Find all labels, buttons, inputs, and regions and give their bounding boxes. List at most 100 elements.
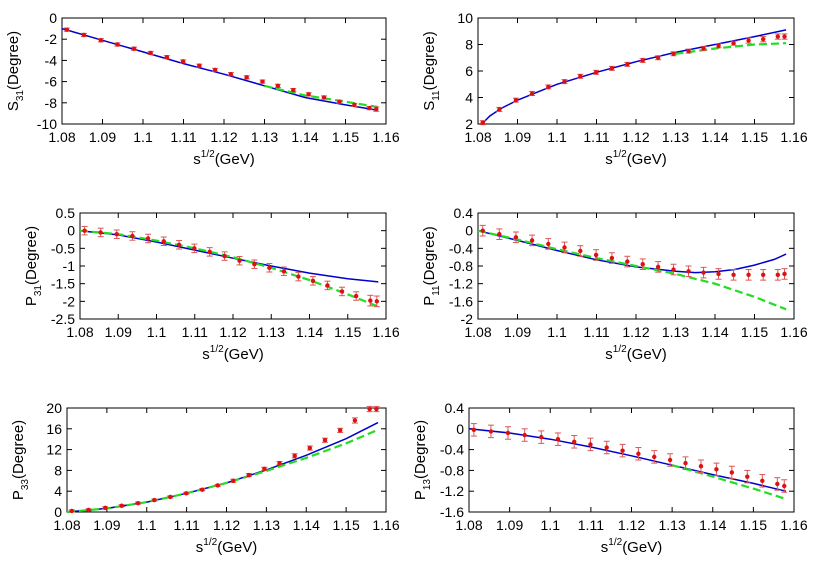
data-point: [609, 66, 615, 71]
data-point: [353, 293, 359, 299]
y-tick-label: 0: [465, 223, 473, 239]
series-solid-line: [481, 29, 787, 125]
data-point: [667, 457, 673, 463]
data-point: [480, 228, 485, 233]
data-point: [480, 120, 485, 125]
data-point: [325, 283, 330, 288]
data-point: [306, 92, 311, 97]
plot-frame: [477, 17, 795, 125]
x-tick-label: 1.15: [334, 324, 361, 340]
data-point: [374, 106, 379, 112]
y-tick-label: -2: [45, 31, 58, 47]
data-point: [148, 50, 153, 56]
x-tick-label: 1.08: [53, 517, 80, 533]
data-point: [593, 252, 599, 258]
data-point: [310, 278, 316, 284]
data-point: [729, 470, 735, 475]
data-point: [275, 83, 281, 89]
data-point: [103, 505, 108, 511]
data-point: [775, 272, 781, 278]
series-dashed-line: [671, 464, 787, 501]
data-point: [746, 38, 751, 43]
x-tick-label: 1.09: [496, 517, 523, 533]
y-tick-label: -4: [45, 52, 58, 68]
data-point: [698, 464, 704, 469]
x-tick-label: 1.13: [662, 129, 689, 145]
y-axis-label: P31(Degree): [23, 226, 44, 306]
x-tick-label: 1.09: [93, 517, 120, 533]
x-tick-label: 1.12: [622, 324, 649, 340]
data-point: [731, 40, 736, 46]
data-point: [291, 87, 296, 93]
data-point: [161, 239, 166, 244]
data-point: [367, 105, 372, 111]
data-point: [368, 298, 373, 303]
y-tick-label: 6: [465, 63, 473, 79]
data-point: [555, 437, 561, 442]
data-point: [760, 478, 765, 483]
data-point: [192, 246, 197, 251]
data-point: [683, 460, 688, 466]
x-tick-label: 1.13: [253, 517, 280, 533]
data-point: [244, 75, 249, 80]
x-tick-label: 1.14: [293, 517, 320, 533]
data-point: [374, 406, 379, 412]
data-point: [374, 299, 380, 304]
x-tick-label: 1.11: [170, 129, 196, 145]
data-point: [572, 439, 577, 444]
data-point: [237, 258, 242, 263]
series-dashed-line: [477, 229, 787, 311]
x-tick-label: 1.12: [213, 517, 240, 533]
data-point: [488, 429, 494, 434]
data-point: [168, 494, 173, 500]
x-tick-label: 1.15: [740, 517, 767, 533]
data-point: [114, 232, 119, 237]
data-point: [686, 269, 691, 274]
y-tick-label: 0: [49, 10, 57, 26]
data-point: [716, 43, 721, 49]
data-point: [119, 503, 124, 508]
y-tick-label: 4: [54, 483, 62, 499]
data-point: [578, 74, 583, 79]
plot-frame: [79, 212, 387, 320]
data-point: [180, 59, 186, 64]
x-tick-label: 1.08: [455, 517, 482, 533]
data-point: [164, 55, 170, 60]
data-point: [760, 37, 766, 42]
data-point: [609, 255, 615, 261]
x-tick-label: 1.12: [210, 129, 237, 145]
data-point: [671, 51, 676, 56]
data-point: [716, 271, 721, 277]
x-tick-label: 1.15: [332, 129, 359, 145]
data-point: [671, 267, 676, 272]
x-tick-label: 1.13: [662, 324, 689, 340]
x-tick-label: 1.13: [258, 324, 285, 340]
data-point: [625, 259, 630, 264]
data-point: [145, 236, 151, 241]
data-point: [640, 262, 645, 267]
x-tick-label: 1.14: [699, 517, 726, 533]
data-point: [260, 79, 265, 84]
chart-panel-P31: 1.08 1.09 1.1 1.11 1.12 1.13 1.14 1.15 1.160.50-…: [23, 205, 400, 363]
data-point: [228, 71, 234, 77]
x-tick-label: 1.15: [333, 517, 360, 533]
data-point: [588, 442, 593, 447]
x-tick-label: 1.08: [464, 129, 491, 145]
x-tick-label: 1.08: [48, 129, 75, 145]
y-tick-label: 16: [46, 421, 62, 437]
series-dashed-line: [66, 428, 379, 514]
data-point: [197, 63, 202, 68]
data-point: [135, 500, 141, 506]
x-axis-label: s1/2(GeV): [202, 344, 263, 363]
y-tick-label: -0.4: [449, 240, 473, 256]
x-tick-label: 1.09: [504, 129, 531, 145]
data-point: [352, 418, 358, 423]
data-point: [81, 32, 87, 38]
data-point: [130, 233, 135, 239]
y-tick-label: -1.6: [440, 504, 464, 520]
y-tick-label: -6: [45, 74, 58, 90]
y-tick-label: 2: [465, 116, 473, 132]
chart-panel-S11: 1.08 1.09 1.1 1.11 1.12 1.13 1.14 1.15 1.16 10 8 6 4…: [421, 10, 808, 168]
data-point: [604, 445, 609, 450]
y-tick-label: -0.5: [51, 240, 75, 256]
